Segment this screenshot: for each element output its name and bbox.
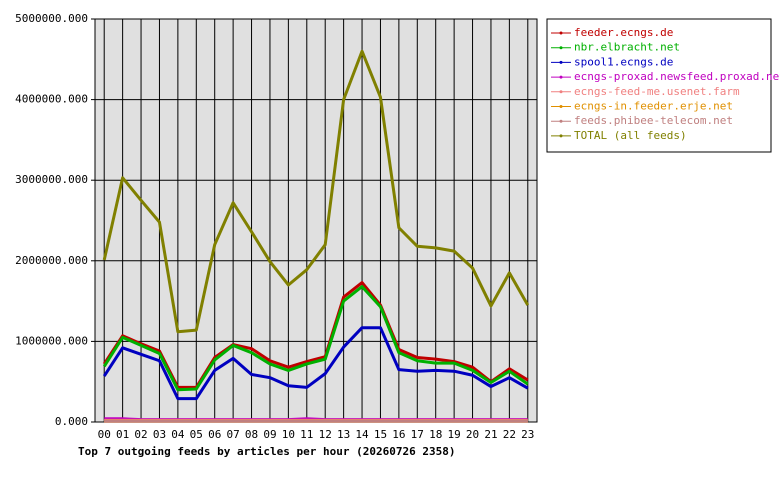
x-tick-label: 21 [484,428,497,441]
legend-marker [559,90,563,94]
legend-marker [559,46,563,50]
x-tick-label: 11 [300,428,313,441]
series-line [102,49,530,334]
plot-area [94,18,538,423]
legend-marker [559,31,563,35]
x-tick-label: 07 [227,428,240,441]
chart-title: Top 7 outgoing feeds by articles per hou… [78,445,456,458]
legend-box [546,18,772,153]
x-tick-label: 13 [337,428,350,441]
legend-label: ecngs-in.feeder.erje.net [574,100,733,113]
legend-label: feeds.phibee-telecom.net [574,114,733,127]
x-tick-label: 17 [411,428,424,441]
legend-label: ecngs-feed-me.usenet.farm [574,85,740,98]
legend-label: nbr.elbracht.net [574,41,680,54]
x-tick-label: 06 [208,428,221,441]
x-tick-label: 23 [521,428,534,441]
x-tick-label: 12 [319,428,332,441]
legend-label: spool1.ecngs.de [574,55,673,68]
legend-marker [559,75,563,79]
x-tick-label: 08 [245,428,258,441]
x-tick-label: 14 [355,428,369,441]
series-line [102,285,529,392]
y-tick-label: 2000000.000 [15,254,88,267]
y-tick-label: 4000000.000 [15,93,88,106]
x-tick-label: 20 [466,428,479,441]
x-tick-label: 04 [171,428,185,441]
x-tick-label: 16 [392,428,405,441]
y-tick-label: 0.000 [55,415,88,428]
x-tick-label: 03 [153,428,166,441]
x-tick-label: 10 [282,428,295,441]
y-tick-label: 1000000.000 [15,334,88,347]
x-tick-label: 15 [374,428,387,441]
legend-label: feeder.ecngs.de [574,26,673,39]
legend-marker [559,60,563,64]
legend-marker [559,119,563,123]
y-tick-label: 3000000.000 [15,173,88,186]
y-tick-label: 5000000.000 [15,12,88,25]
x-tick-label: 22 [503,428,516,441]
legend-marker [559,134,563,138]
x-tick-label: 09 [263,428,276,441]
x-tick-label: 01 [116,428,129,441]
series-line [102,326,529,401]
x-tick-label: 02 [134,428,147,441]
x-tick-label: 18 [429,428,442,441]
x-tick-label: 19 [448,428,461,441]
x-tick-label: 05 [190,428,203,441]
legend-label: ecngs-proxad.newsfeed.proxad.net [574,70,780,83]
legend-marker [559,105,563,108]
legend-label: TOTAL (all feeds) [574,129,687,142]
x-tick-label: 00 [98,428,111,441]
